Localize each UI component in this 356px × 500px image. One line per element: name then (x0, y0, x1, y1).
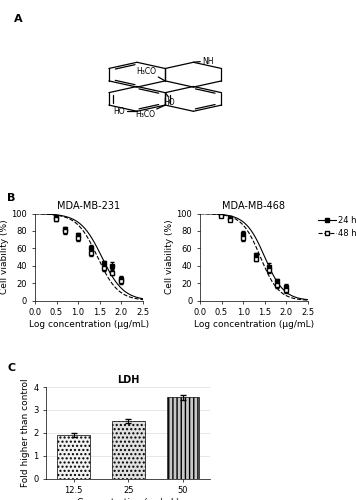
Y-axis label: Cell viability (%): Cell viability (%) (0, 220, 9, 294)
Bar (112, 421, 145, 478)
X-axis label: Log concentration (μg/mL): Log concentration (μg/mL) (29, 320, 149, 329)
Text: H₃CO: H₃CO (135, 110, 155, 118)
Bar (57, 435, 90, 478)
Text: HO: HO (163, 98, 175, 107)
Bar (167, 398, 199, 478)
Title: LDH: LDH (117, 375, 140, 385)
Text: A: A (14, 14, 22, 24)
Text: NH: NH (202, 57, 214, 66)
Legend: 24 hours, 48 hours: 24 hours, 48 hours (318, 216, 356, 238)
Title: MDA-MB-468: MDA-MB-468 (222, 202, 286, 211)
X-axis label: Log concentration (μg/mL): Log concentration (μg/mL) (194, 320, 314, 329)
Text: HO: HO (114, 107, 125, 116)
Y-axis label: Cell viability (%): Cell viability (%) (165, 220, 174, 294)
Text: C: C (7, 363, 15, 373)
Text: H₃CO: H₃CO (137, 68, 157, 76)
Text: B: B (7, 192, 16, 202)
Title: MDA-MB-231: MDA-MB-231 (57, 202, 120, 211)
Y-axis label: Fold higher than control: Fold higher than control (21, 378, 31, 487)
X-axis label: Concentration (μg/mL): Concentration (μg/mL) (77, 498, 179, 500)
